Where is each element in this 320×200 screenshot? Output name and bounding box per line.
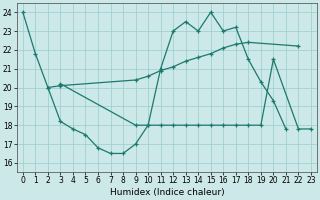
X-axis label: Humidex (Indice chaleur): Humidex (Indice chaleur) <box>109 188 224 197</box>
